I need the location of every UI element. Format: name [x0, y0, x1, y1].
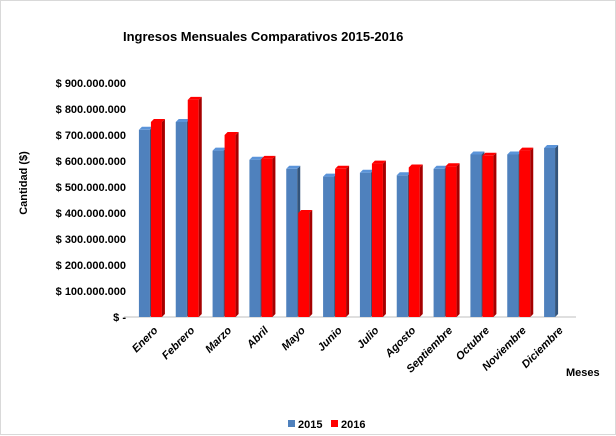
- bar-2016-febrero: [187, 96, 202, 318]
- bar-2016-octubre: [482, 152, 497, 317]
- legend-item-2015: 2015: [288, 419, 322, 431]
- bar-2016-noviembre: [519, 147, 534, 317]
- y-axis-label: Cantidad ($): [18, 151, 30, 215]
- x-category-label: Julio: [355, 324, 382, 351]
- x-category-label: Marzo: [203, 324, 234, 355]
- y-tick-label: $ 200.000.000: [56, 260, 126, 272]
- x-category-label: Agosto: [382, 324, 418, 360]
- bar-2015-febrero: [175, 119, 190, 317]
- x-category-label: Febrero: [160, 324, 198, 362]
- bar-2015-septiembre: [433, 165, 448, 317]
- legend-swatch: [331, 420, 338, 427]
- y-tick-label: $ 100.000.000: [56, 286, 126, 298]
- y-tick-label: $ 300.000.000: [56, 234, 126, 246]
- x-category-label: Octubre: [454, 325, 492, 363]
- y-tick-label: $ 800.000.000: [56, 104, 126, 116]
- chart-title: Ingresos Mensuales Comparativos 2015-201…: [123, 29, 403, 44]
- bar-2015-marzo: [212, 147, 227, 317]
- y-tick-label: $ 900.000.000: [56, 78, 126, 90]
- bar-2015-diciembre: [544, 145, 559, 317]
- bar-2015-octubre: [470, 151, 485, 317]
- y-tick-label: $ 600.000.000: [56, 156, 126, 168]
- x-axis-categories: Enero Febrero Marzo Abril Mayo Junio Julio Agos…: [130, 324, 566, 376]
- legend-item-2016: 2016: [331, 419, 365, 431]
- x-category-label: Mayo: [279, 324, 308, 353]
- legend-label: 2015: [298, 419, 322, 431]
- bar-2016-enero: [150, 119, 165, 317]
- y-tick-label: $ 700.000.000: [56, 130, 126, 142]
- bar-2016-julio: [371, 160, 386, 317]
- bar-2016-mayo: [298, 210, 313, 317]
- x-category-label: Junio: [315, 324, 344, 353]
- bar-2016-septiembre: [445, 163, 460, 317]
- bar-2016-agosto: [408, 164, 423, 317]
- x-axis-label: Meses: [566, 367, 600, 379]
- legend-label: 2016: [341, 419, 365, 431]
- legend: 2015 2016: [288, 419, 365, 431]
- bar-2016-junio: [335, 165, 350, 317]
- x-category-label: Enero: [130, 324, 161, 355]
- legend-swatch: [288, 420, 295, 427]
- bar-2015-junio: [323, 173, 338, 317]
- y-tick-label: $ 500.000.000: [56, 182, 126, 194]
- bar-2015-enero: [138, 126, 153, 317]
- x-category-label: Abril: [244, 324, 272, 352]
- bar-2015-julio: [359, 169, 374, 317]
- bar-2015-agosto: [396, 172, 411, 317]
- bar-2015-noviembre: [507, 151, 522, 317]
- bar-2015-mayo: [286, 165, 301, 317]
- y-tick-label: $ -: [113, 312, 126, 324]
- bar-2016-abril: [261, 155, 276, 317]
- bar-2016-marzo: [224, 132, 239, 317]
- bars-group: [138, 96, 559, 318]
- y-axis-ticks: $ - $ 100.000.000 $ 200.000.000 $ 300.000.0…: [56, 78, 127, 324]
- y-tick-label: $ 400.000.000: [56, 208, 126, 220]
- bar-2015-abril: [249, 156, 264, 317]
